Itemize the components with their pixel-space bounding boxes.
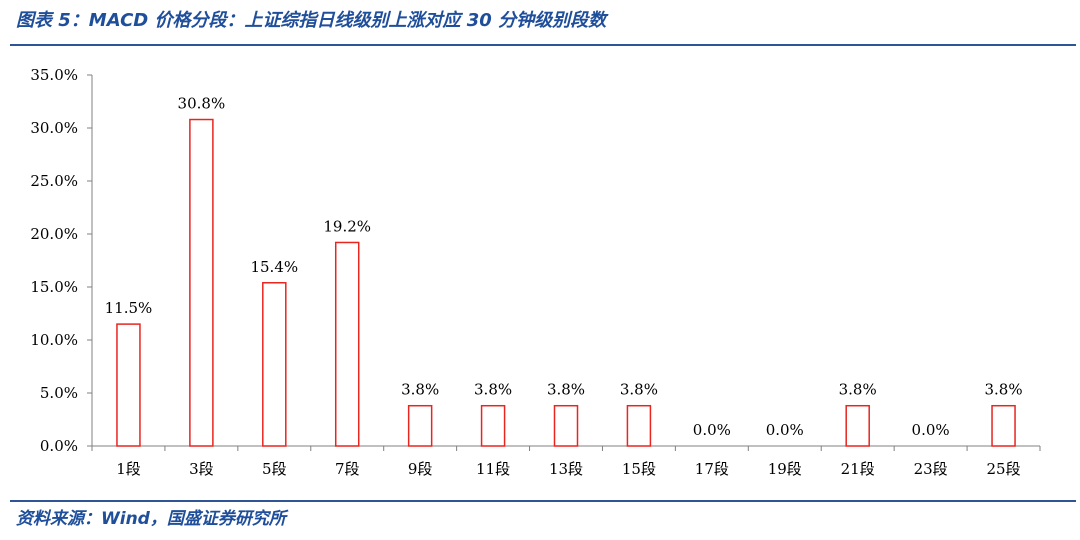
y-tick-label: 5.0% bbox=[40, 384, 78, 402]
bar-value-label: 11.5% bbox=[105, 299, 153, 317]
bar-value-label: 15.4% bbox=[250, 258, 298, 276]
x-category-label: 15段 bbox=[622, 460, 656, 478]
y-axis: 0.0% 5.0% 10.0% 15.0% 20.0% 25.0% 30.0% 35.0% bbox=[30, 66, 93, 455]
bar bbox=[116, 323, 141, 447]
bar bbox=[553, 404, 579, 447]
bar-value-label: 0.0% bbox=[912, 421, 950, 439]
bar-value-label: 19.2% bbox=[323, 217, 371, 235]
source-divider bbox=[10, 500, 1076, 502]
bar bbox=[991, 404, 1016, 447]
y-tick-label: 20.0% bbox=[30, 225, 78, 243]
x-category-label: 21段 bbox=[841, 460, 875, 478]
bar-value-label: 3.8% bbox=[620, 381, 658, 399]
bar-value-label: 3.8% bbox=[547, 381, 585, 399]
x-category-label: 1段 bbox=[116, 460, 141, 478]
x-category-label: 17段 bbox=[695, 460, 729, 478]
bar bbox=[262, 282, 287, 447]
x-category-label: 3段 bbox=[189, 460, 214, 478]
x-category-label: 13段 bbox=[549, 460, 583, 478]
x-category-label: 23段 bbox=[914, 460, 948, 478]
bar bbox=[480, 404, 506, 447]
x-axis: 1段 3段 5段 7段 9段 11段 13段 15段 17段 19段 21段 23段 25段 bbox=[91, 445, 1041, 478]
bar-value-label: 0.0% bbox=[766, 421, 804, 439]
x-category-label: 11段 bbox=[476, 460, 510, 478]
y-tick-label: 0.0% bbox=[40, 437, 78, 455]
x-category-label: 19段 bbox=[768, 460, 802, 478]
y-tick-label: 30.0% bbox=[30, 119, 78, 137]
data-labels: 11.5% 30.8% 15.4% 19.2% 3.8% 3.8% 3.8% 3.8% 0.0%… bbox=[105, 95, 1023, 439]
y-tick-label: 35.0% bbox=[30, 66, 78, 84]
bar-series bbox=[116, 118, 1016, 447]
title-divider bbox=[10, 44, 1076, 46]
bar-value-label: 3.8% bbox=[474, 381, 512, 399]
bar bbox=[334, 241, 360, 447]
x-category-label: 5段 bbox=[262, 460, 287, 478]
x-category-label: 9段 bbox=[408, 460, 433, 478]
x-category-label: 7段 bbox=[335, 460, 360, 478]
bar-value-label: 3.8% bbox=[984, 381, 1022, 399]
bar-value-label: 0.0% bbox=[693, 421, 731, 439]
figure-title: 图表 5：MACD 价格分段：上证综指日线级别上涨对应 30 分钟级别段数 bbox=[16, 10, 607, 31]
bar bbox=[407, 404, 433, 447]
bar bbox=[189, 118, 214, 447]
y-tick-label: 10.0% bbox=[30, 331, 78, 349]
bar bbox=[845, 404, 870, 447]
y-tick-label: 25.0% bbox=[30, 172, 78, 190]
bar-value-label: 3.8% bbox=[401, 381, 439, 399]
source-note: 资料来源：Wind，国盛证券研究所 bbox=[16, 509, 286, 529]
bar-value-label: 30.8% bbox=[178, 95, 226, 113]
x-category-label: 25段 bbox=[986, 460, 1020, 478]
bar bbox=[626, 404, 652, 447]
bar-value-label: 3.8% bbox=[839, 381, 877, 399]
y-tick-label: 15.0% bbox=[30, 278, 78, 296]
